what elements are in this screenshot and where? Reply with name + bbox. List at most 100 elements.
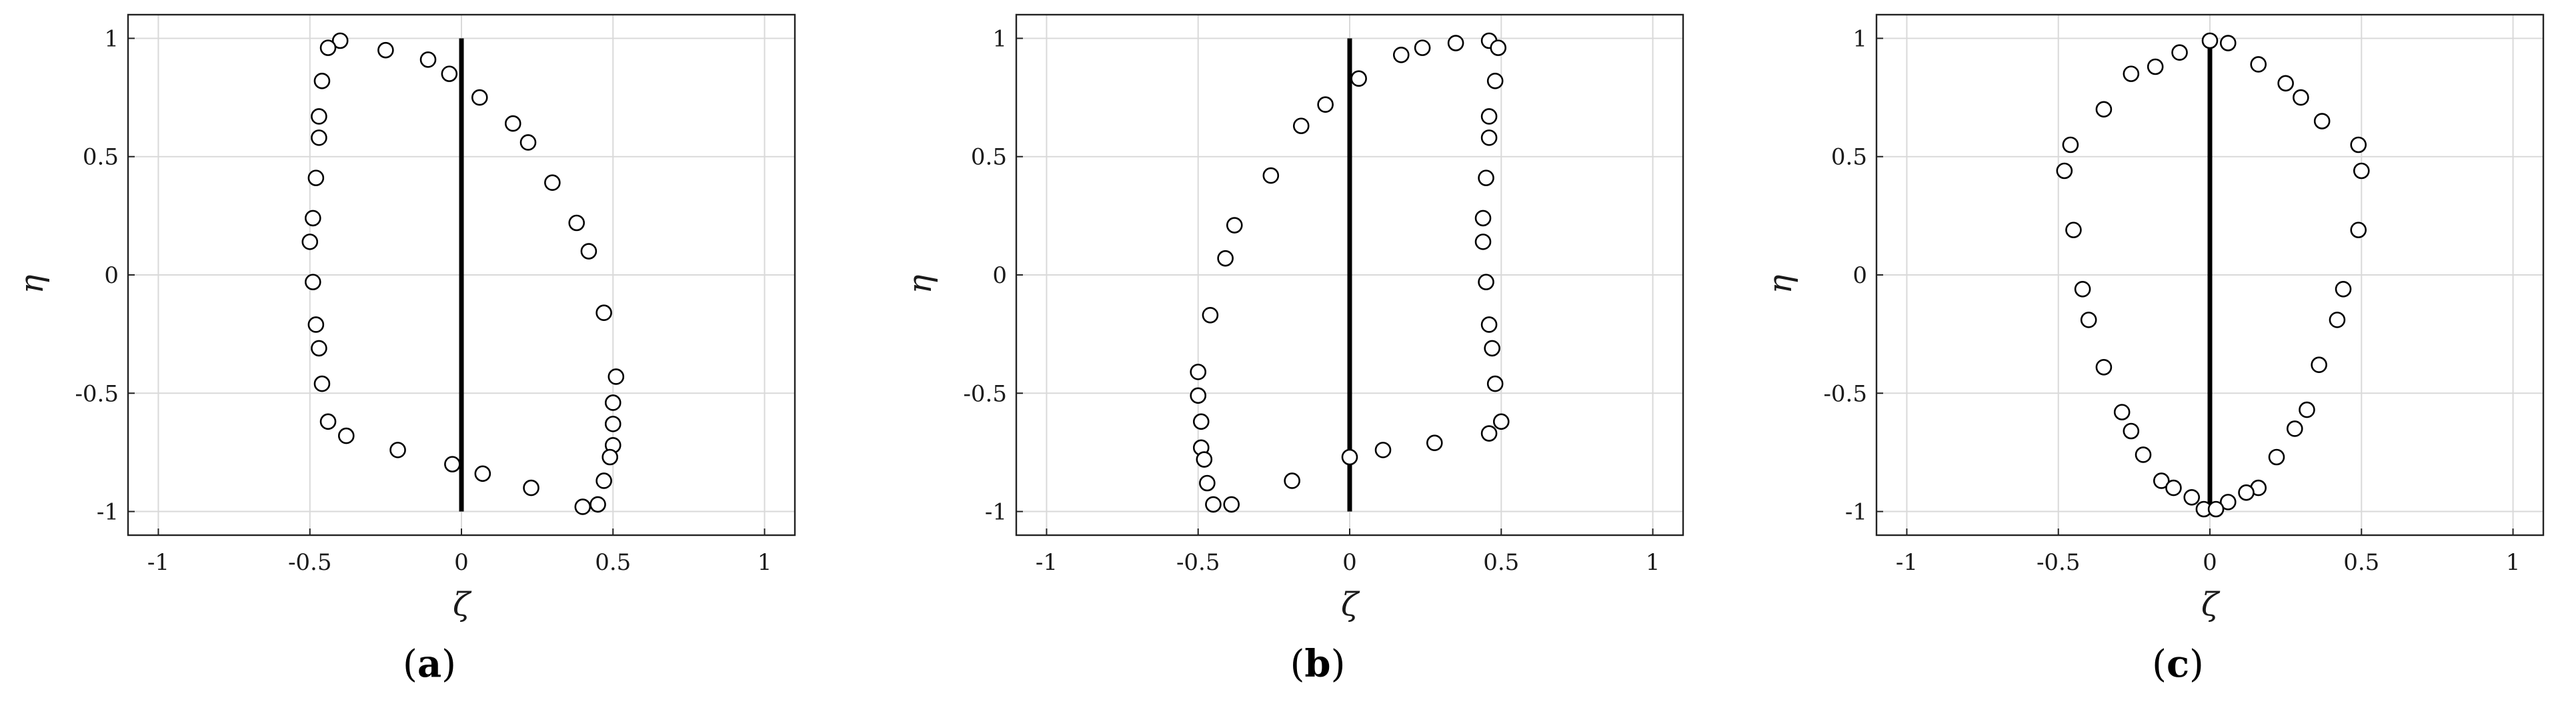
data-point-b-2 [1490, 39, 1507, 56]
data-point-b-7 [1317, 96, 1334, 113]
data-point-a-30 [444, 456, 461, 472]
data-point-b-6 [1486, 72, 1504, 89]
x-tick-label-a-3: 0.5 [595, 549, 631, 576]
data-point-c-31 [2238, 484, 2255, 501]
data-point-a-26 [337, 427, 355, 444]
caption-b: (b) [1290, 642, 1346, 686]
x-tick-label-b-2: 0 [1342, 549, 1357, 576]
data-point-a-0 [331, 32, 349, 49]
data-point-b-10 [1480, 129, 1498, 146]
data-point-b-23 [1190, 387, 1207, 404]
panel-a: -1 -0.5 0 0.5 1 -1 -0.5 0 0.5 1 ζ η (a) [0, 0, 859, 702]
data-point-b-3 [1414, 39, 1431, 56]
data-point-b-27 [1426, 434, 1443, 452]
data-point-b-8 [1480, 108, 1498, 125]
x-tick-label-c-2: 0 [2203, 549, 2217, 576]
data-point-b-26 [1480, 425, 1498, 442]
y-tick-label-b-0: -1 [985, 499, 1007, 526]
x-tick-label-c-0: -1 [1896, 549, 1918, 576]
data-point-c-15 [2350, 222, 2367, 238]
data-point-b-17 [1478, 274, 1494, 290]
data-point-a-9 [311, 129, 327, 146]
data-point-b-33 [1284, 472, 1300, 489]
data-point-c-17 [2335, 280, 2352, 298]
axis-frame-c [1875, 13, 2545, 537]
panel-c: -1 -0.5 0 0.5 1 -1 -0.5 0 0.5 1 ζ η (c) [1748, 0, 2576, 702]
data-point-c-11 [2350, 136, 2367, 153]
data-point-c-12 [2056, 162, 2073, 180]
scatter-chart-c: -1 -0.5 0 0.5 1 -1 -0.5 0 0.5 1 ζ η [1762, 13, 2545, 623]
y-tick-label-a-3: 0.5 [83, 144, 119, 171]
data-point-a-14 [568, 214, 585, 232]
panel-b: -1 -0.5 0 0.5 1 -1 -0.5 0 0.5 1 ζ η (b) [888, 0, 1747, 702]
y-tick-label-b-1: -0.5 [963, 380, 1007, 407]
y-tick-label-c-4: 1 [1852, 25, 1867, 52]
data-point-a-3 [419, 51, 437, 68]
data-point-a-21 [607, 368, 625, 385]
data-point-a-10 [519, 134, 537, 151]
data-point-c-26 [2135, 446, 2152, 463]
data-point-c-33 [2219, 494, 2237, 510]
data-point-c-6 [2277, 75, 2294, 92]
data-point-b-11 [1262, 167, 1280, 184]
x-tick-label-c-3: 0.5 [2343, 549, 2379, 576]
data-point-a-33 [523, 479, 539, 496]
y-tick-label-c-1: -0.5 [1823, 380, 1867, 407]
caption-c: (c) [2152, 642, 2204, 686]
data-point-a-35 [574, 498, 591, 515]
data-point-b-12 [1478, 169, 1494, 186]
data-point-a-2 [377, 41, 394, 59]
data-point-b-15 [1474, 234, 1492, 250]
y-tick-label-a-2: 0 [104, 262, 119, 289]
data-point-c-19 [2329, 312, 2346, 328]
data-point-c-18 [2080, 312, 2097, 328]
data-point-b-9 [1292, 117, 1310, 134]
data-point-c-10 [2062, 136, 2079, 153]
data-point-c-5 [2123, 65, 2140, 82]
x-tick-label-a-4: 1 [758, 549, 772, 576]
y-axis-label-a: η [13, 274, 51, 294]
data-point-a-19 [307, 316, 325, 333]
data-point-a-31 [474, 465, 491, 482]
scatter-chart-b: -1 -0.5 0 0.5 1 -1 -0.5 0 0.5 1 ζ η [902, 13, 1684, 623]
x-axis-label-b: ζ [1341, 586, 1360, 623]
axis-frame-b [1015, 13, 1684, 537]
y-tick-label-b-4: 1 [992, 25, 1007, 52]
data-point-c-14 [2065, 222, 2082, 238]
data-point-b-1 [1447, 35, 1464, 51]
data-point-c-22 [2113, 404, 2131, 420]
x-tick-label-b-4: 1 [1646, 549, 1660, 576]
x-tick-label-b-1: -0.5 [1176, 549, 1220, 576]
x-tick-label-b-3: 0.5 [1483, 549, 1519, 576]
x-tick-label-a-1: -0.5 [288, 549, 332, 576]
data-point-a-34 [589, 496, 606, 513]
caption-letter-b: b [1304, 642, 1331, 686]
y-tick-label-b-2: 0 [992, 262, 1007, 289]
data-point-a-13 [304, 210, 321, 227]
data-point-c-25 [2286, 420, 2303, 437]
data-point-c-20 [2095, 358, 2113, 376]
data-point-b-34 [1205, 496, 1222, 513]
data-point-b-25 [1492, 413, 1510, 430]
scatter-chart-a: -1 -0.5 0 0.5 1 -1 -0.5 0 0.5 1 ζ η [13, 13, 796, 623]
x-tick-label-b-0: -1 [1036, 549, 1058, 576]
data-point-b-13 [1474, 210, 1492, 227]
y-tick-label-c-0: -1 [1845, 499, 1867, 526]
data-point-c-9 [2313, 113, 2331, 129]
data-point-a-4 [441, 65, 458, 82]
data-point-c-27 [2268, 448, 2285, 466]
data-point-c-23 [2299, 401, 2315, 418]
data-point-a-24 [319, 413, 337, 430]
y-tick-label-c-2: 0 [1852, 262, 1867, 289]
data-point-b-16 [1217, 250, 1234, 267]
data-point-a-1 [319, 39, 337, 56]
y-tick-label-b-3: 0.5 [971, 144, 1007, 171]
data-point-b-32 [1199, 474, 1216, 492]
x-tick-label-a-0: -1 [147, 549, 169, 576]
data-point-a-28 [389, 442, 406, 458]
y-tick-label-a-0: -1 [97, 499, 119, 526]
data-point-c-29 [2165, 479, 2182, 496]
data-point-b-18 [1202, 306, 1219, 324]
x-axis-label-a: ζ [453, 586, 472, 623]
data-point-a-6 [471, 89, 488, 106]
